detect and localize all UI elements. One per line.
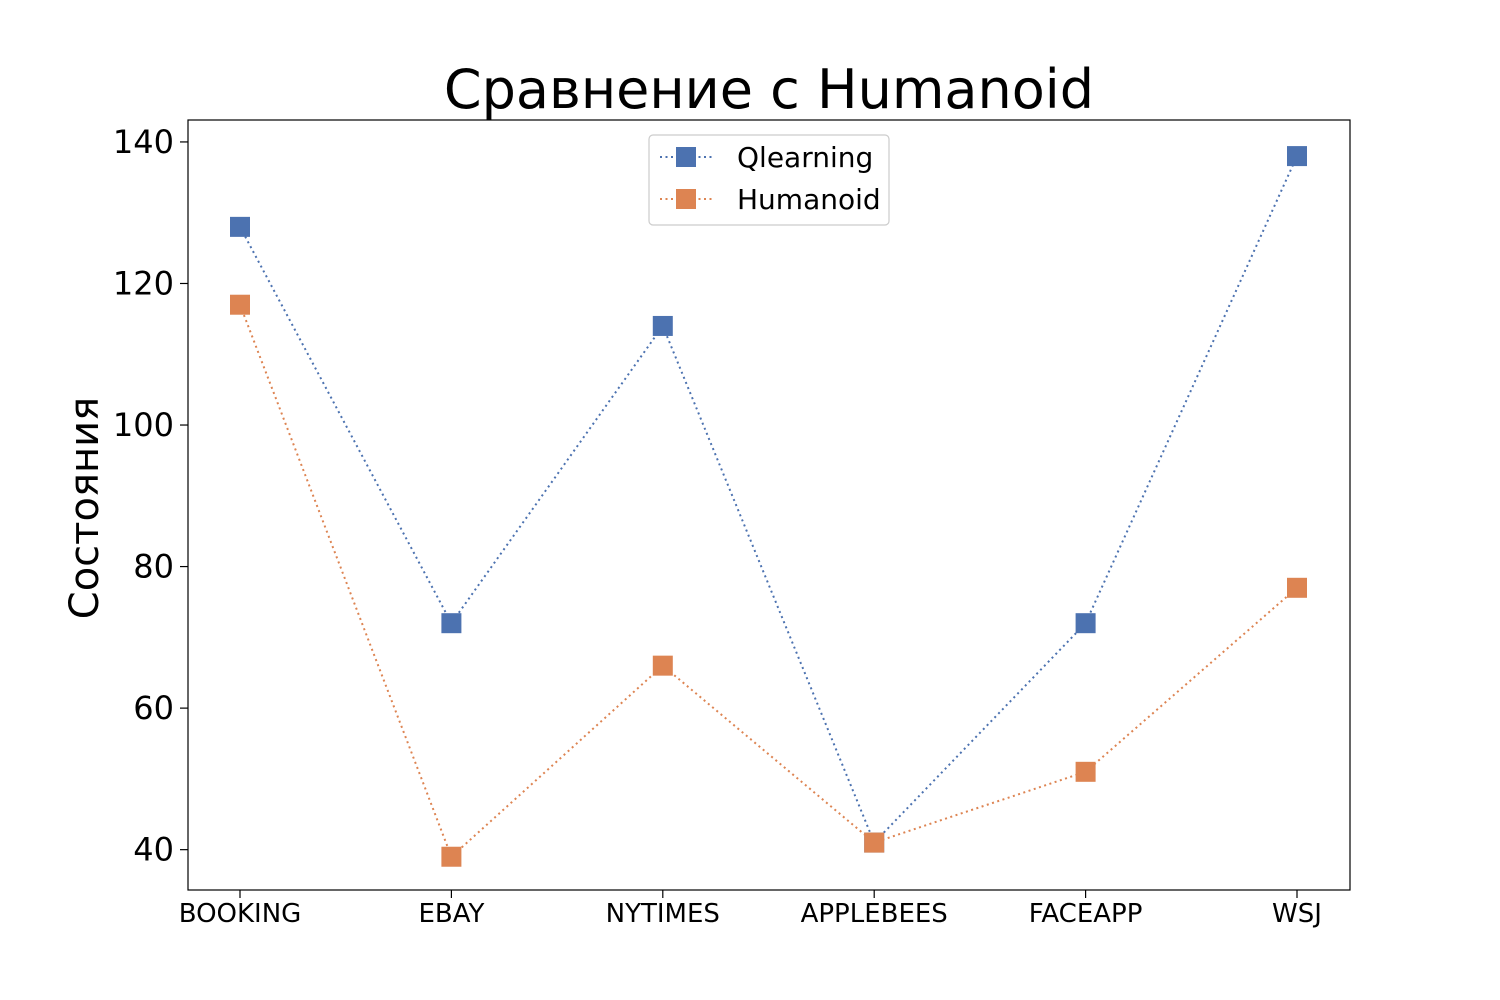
legend-label: Humanoid bbox=[737, 183, 881, 216]
y-tick-label: 140 bbox=[113, 123, 174, 161]
data-point-qlearning bbox=[230, 216, 250, 237]
legend-marker bbox=[676, 147, 696, 167]
y-tick-label: 40 bbox=[133, 831, 174, 869]
data-point-humanoid bbox=[1287, 577, 1307, 598]
data-point-qlearning bbox=[441, 613, 462, 634]
y-axis-label: Состояния bbox=[62, 397, 108, 619]
legend-label: Qlearning bbox=[737, 141, 873, 174]
x-tick-label: EBAY bbox=[418, 899, 484, 929]
data-point-qlearning bbox=[1075, 613, 1096, 634]
legend-marker bbox=[676, 189, 696, 209]
legend: Qlearning Humanoid bbox=[648, 134, 890, 226]
plot-area: 40 60 80 100 120 140 BOOKING EBAY NYTIMES APPLEBE… bbox=[113, 119, 1351, 929]
series-line-qlearning bbox=[239, 155, 1298, 845]
data-point-humanoid bbox=[230, 294, 250, 315]
chart-title: Сравнение с Humanoid bbox=[444, 58, 1094, 121]
x-tick-label: APPLEBEES bbox=[801, 899, 948, 929]
series-line-humanoid bbox=[239, 304, 1298, 859]
legend-box bbox=[648, 134, 890, 226]
x-tick-label: NYTIMES bbox=[606, 899, 720, 929]
y-tick-label: 120 bbox=[113, 264, 174, 302]
data-point-humanoid bbox=[1075, 761, 1096, 782]
x-tick-label: WSJ bbox=[1272, 899, 1322, 929]
data-point-humanoid bbox=[441, 846, 462, 867]
y-tick-label: 100 bbox=[113, 406, 174, 444]
data-point-humanoid bbox=[864, 832, 885, 853]
plot-frame bbox=[187, 119, 1351, 891]
y-tick-label: 80 bbox=[133, 548, 174, 586]
y-tick-label: 60 bbox=[133, 689, 174, 727]
data-point-qlearning bbox=[652, 315, 673, 336]
data-point-humanoid bbox=[652, 655, 673, 676]
x-tick-label: FACEAPP bbox=[1029, 899, 1143, 929]
data-point-qlearning bbox=[1287, 146, 1307, 167]
x-tick-label: BOOKING bbox=[179, 899, 302, 929]
